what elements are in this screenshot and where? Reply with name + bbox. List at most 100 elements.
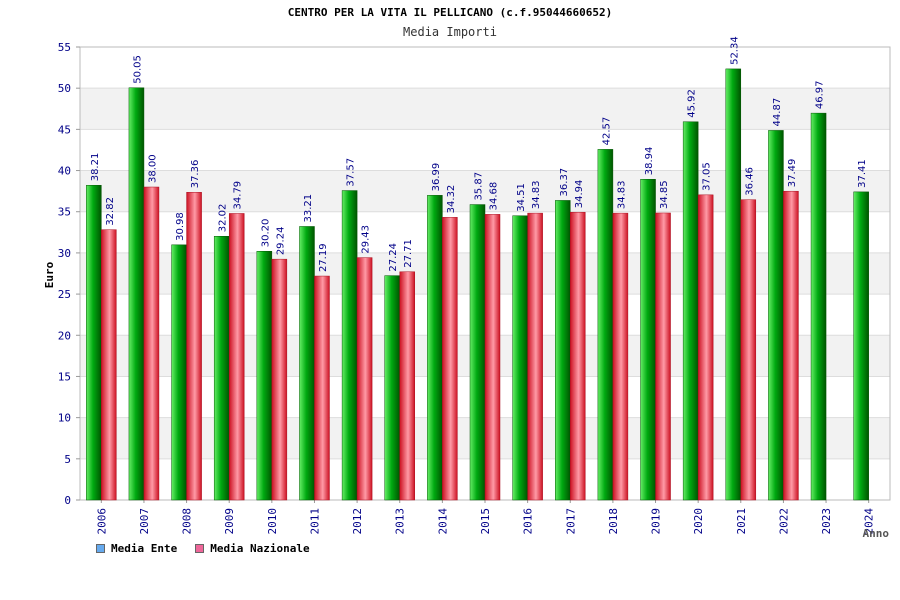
data-label: 37.41 [857, 159, 868, 188]
data-label: 27.71 [403, 239, 414, 268]
data-label: 36.46 [744, 167, 755, 196]
x-tick-label: 2022 [777, 508, 790, 535]
legend-label: Media Ente [111, 542, 178, 555]
data-label: 33.21 [303, 194, 314, 223]
y-tick-label: 30 [58, 247, 71, 260]
x-tick-label: 2011 [308, 508, 321, 535]
bar-media-ente [512, 215, 528, 501]
x-tick-label: 2009 [223, 508, 236, 535]
y-tick-label: 55 [58, 41, 71, 54]
bar-media-nazionale [271, 258, 288, 501]
bar-media-ente [384, 275, 400, 501]
data-label: 46.97 [815, 80, 826, 109]
data-label: 38.21 [90, 153, 101, 182]
data-label: 29.43 [361, 225, 372, 254]
bar-media-nazionale [527, 212, 543, 501]
bar-media-nazionale [228, 213, 245, 501]
data-label: 38.94 [644, 147, 655, 176]
bar-media-nazionale [399, 271, 415, 501]
y-tick-label: 5 [64, 453, 71, 466]
data-label: 32.82 [105, 197, 116, 226]
bar-media-nazionale [143, 186, 160, 501]
x-tick-label: 2018 [607, 508, 620, 535]
data-label: 42.57 [601, 117, 612, 146]
x-tick-label: 2008 [181, 508, 194, 535]
bar-media-ente [256, 251, 273, 501]
legend-item-media-ente: Media Ente [96, 542, 177, 555]
y-tick-label: 40 [58, 165, 71, 178]
bar-media-ente [853, 191, 869, 501]
data-label: 37.05 [702, 162, 713, 191]
bar-media-nazionale [356, 257, 373, 501]
bar-media-ente [725, 68, 742, 501]
bar-media-ente [555, 200, 571, 501]
data-label: 37.57 [346, 158, 357, 187]
y-tick-label: 25 [58, 288, 71, 301]
chart-title: CENTRO PER LA VITA IL PELLICANO (c.f.950… [287, 6, 613, 19]
data-label: 34.32 [446, 185, 457, 214]
bars [86, 68, 869, 501]
bar-media-ente [768, 130, 784, 501]
x-tick-label: 2019 [650, 508, 663, 535]
chart-subtitle: Media Importi [403, 25, 497, 39]
data-label: 36.99 [431, 163, 442, 192]
y-tick-label: 35 [58, 206, 71, 219]
data-label: 29.24 [275, 227, 286, 256]
data-label: 34.83 [616, 180, 627, 209]
data-label: 37.36 [190, 160, 201, 189]
data-label: 35.87 [474, 172, 485, 201]
data-label: 30.98 [175, 212, 186, 241]
data-label: 34.51 [516, 183, 527, 212]
y-tick-label: 15 [58, 370, 71, 383]
x-tick-label: 2010 [266, 508, 279, 535]
data-label: 34.68 [489, 182, 500, 211]
data-label: 27.24 [388, 243, 399, 272]
plot-band [80, 129, 890, 171]
bar-media-ente [597, 149, 614, 501]
bar-media-ente [640, 179, 656, 501]
data-label: 44.87 [772, 98, 783, 127]
data-label: 45.92 [687, 89, 698, 118]
y-axis: 0 5 10 15 20 25 30 35 40 45 50 55 [58, 41, 80, 507]
legend-swatch-icon [195, 544, 205, 553]
bar-media-nazionale [314, 275, 330, 501]
data-label: 34.79 [233, 181, 244, 210]
bar-media-ente [427, 195, 443, 501]
bar-media-ente [810, 112, 827, 501]
x-tick-label: 2014 [436, 508, 449, 535]
bar-media-nazionale [570, 211, 586, 501]
bar-media-nazionale [186, 192, 202, 501]
bar-media-ente [128, 87, 145, 501]
bar-media-nazionale [697, 194, 714, 501]
bar-media-ente [682, 121, 699, 501]
x-tick-label: 2012 [351, 508, 364, 535]
x-tick-label: 2016 [522, 508, 535, 535]
bar-media-ente [341, 190, 358, 501]
x-tick-label: 2007 [138, 508, 151, 535]
data-label: 52.34 [729, 36, 740, 65]
y-tick-label: 20 [58, 329, 71, 342]
data-label: 27.19 [318, 243, 329, 272]
legend-label: Media Nazionale [210, 542, 310, 555]
x-tick-label: 2024 [863, 508, 876, 535]
y-tick-label: 50 [58, 82, 71, 95]
x-tick-label: 2006 [95, 508, 108, 535]
bar-media-nazionale [442, 217, 458, 501]
bar-media-ente [299, 226, 315, 501]
bar-media-nazionale [484, 214, 501, 501]
bar-media-nazionale [101, 229, 117, 501]
bar-media-ente [213, 236, 230, 501]
x-tick-label: 2015 [479, 508, 492, 535]
bar-media-nazionale [783, 190, 799, 501]
y-tick-label: 0 [64, 494, 71, 507]
data-label: 50.05 [132, 55, 143, 84]
data-label: 30.20 [260, 219, 271, 248]
x-tick-label: 2021 [735, 508, 748, 535]
x-axis-label: Anno [863, 527, 890, 540]
data-label: 32.02 [218, 204, 229, 233]
bar-media-nazionale [655, 212, 671, 501]
data-label: 36.37 [559, 168, 570, 197]
data-label: 34.85 [659, 180, 670, 209]
y-tick-label: 45 [58, 123, 71, 136]
bar-media-nazionale [612, 212, 629, 501]
